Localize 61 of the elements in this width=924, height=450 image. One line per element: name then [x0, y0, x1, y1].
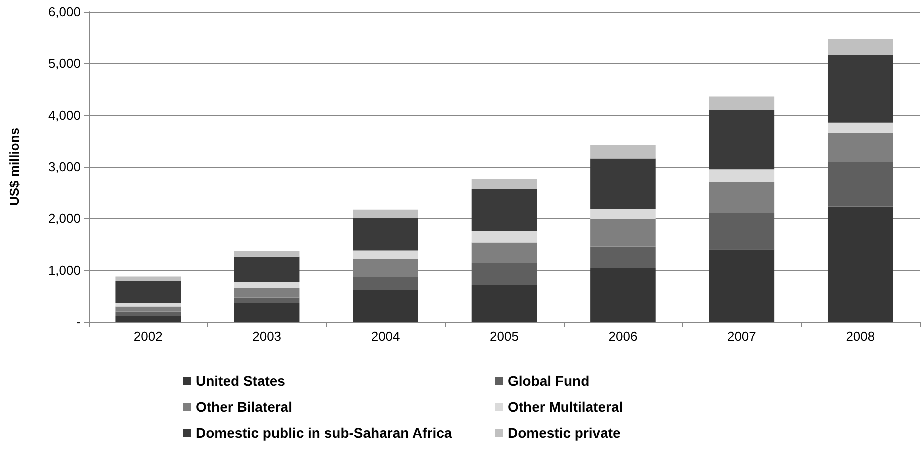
bar: [353, 250, 418, 260]
x-tick-label: 2005: [490, 329, 519, 344]
bar: [116, 312, 182, 316]
y-tick-label: 5,000: [48, 56, 81, 72]
bar: [234, 303, 300, 322]
x-tick-label: 2008: [846, 329, 876, 344]
bar: [590, 158, 656, 210]
bar: [234, 256, 300, 282]
bar: [709, 110, 775, 170]
y-tick-label: 6,000: [48, 4, 81, 20]
legend-label: Domestic public in sub-Saharan Africa: [196, 425, 452, 441]
bar: [828, 55, 894, 123]
bar: [828, 132, 894, 162]
y-tick-label: 3,000: [48, 160, 81, 174]
bar: [116, 276, 182, 282]
x-tick-label: 2002: [134, 329, 163, 344]
legend-label: Other Multilateral: [508, 399, 624, 415]
legend-label: Other Bilateral: [196, 399, 292, 415]
bar: [709, 250, 775, 322]
y-tick-label: 1,000: [48, 262, 81, 278]
bar: [472, 285, 538, 322]
bar: [116, 281, 182, 304]
bar: [709, 182, 775, 214]
bar: [828, 162, 894, 207]
legend-label: United States: [196, 373, 286, 389]
bar: [353, 210, 418, 218]
x-tick-label: 2006: [608, 329, 638, 344]
y-tick-label: -: [76, 314, 81, 330]
bar: [472, 231, 538, 243]
bar: [472, 179, 538, 190]
bar: [116, 316, 182, 322]
legend-label: Domestic private: [508, 425, 622, 441]
y-tick-label: 2,000: [48, 211, 81, 226]
bar: [709, 170, 775, 182]
legend-label: Global Fund: [508, 373, 590, 389]
bar: [590, 246, 656, 268]
bar: [116, 306, 182, 312]
bar: [234, 250, 300, 257]
bar: [590, 145, 656, 159]
x-tick-label: 2003: [252, 329, 282, 344]
bar: [234, 288, 300, 298]
bar: [472, 263, 538, 286]
bar: [472, 242, 538, 264]
bar: [709, 96, 775, 110]
bar: [353, 277, 418, 290]
bar: [234, 298, 300, 304]
bar: [234, 282, 300, 288]
bar: [709, 214, 775, 250]
bar: [828, 206, 894, 322]
bar: [472, 189, 538, 232]
bar: [353, 218, 418, 251]
bar: [353, 290, 418, 322]
bar: [590, 268, 656, 322]
bar: [590, 209, 656, 220]
bar: [590, 219, 656, 247]
bar: [828, 122, 894, 133]
x-tick-label: 2004: [371, 329, 400, 344]
y-axis-title: US$ millions: [7, 128, 22, 206]
y-tick-label: 4,000: [48, 108, 81, 123]
bar: [828, 39, 894, 56]
x-tick-label: 2007: [727, 329, 756, 344]
